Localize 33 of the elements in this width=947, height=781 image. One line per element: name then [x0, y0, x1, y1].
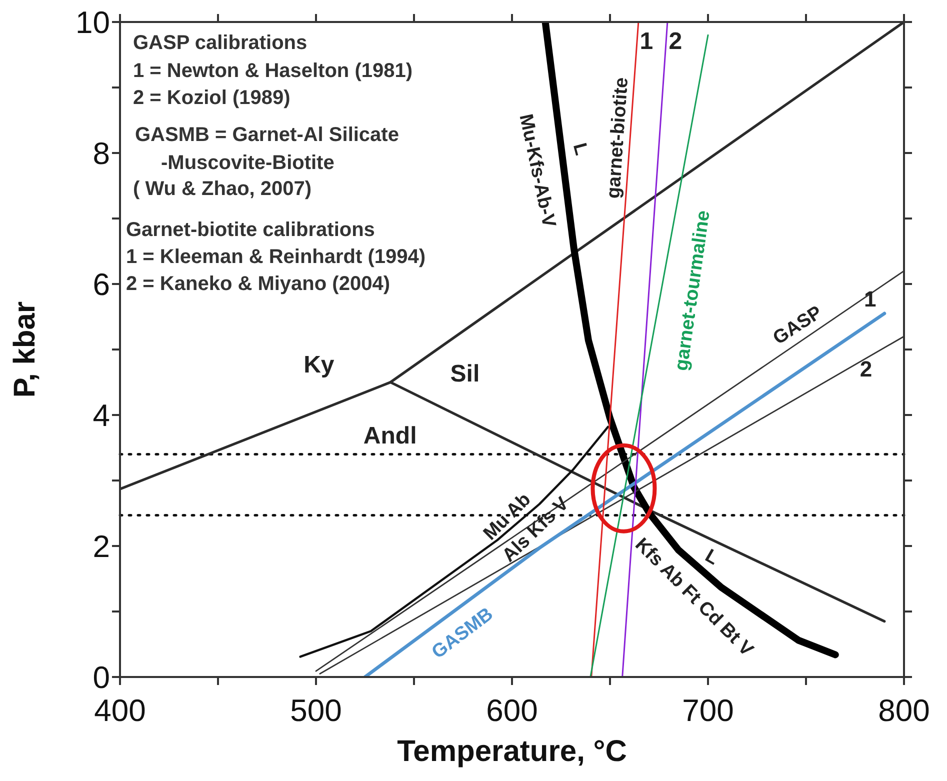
y-tick-label: 10 — [76, 5, 110, 40]
annotation: 1 — [864, 286, 876, 311]
annotation: L — [702, 545, 723, 570]
y-tick-label: 4 — [92, 398, 110, 434]
annotation: -Muscovite-Biotite — [161, 151, 334, 175]
x-tick-label: 700 — [682, 693, 734, 728]
annotation: Garnet-biotite calibrations — [126, 218, 375, 242]
annotation: 1 = Kleeman & Reinhardt (1994) — [126, 245, 426, 269]
annotation: GASP calibrations — [133, 31, 308, 55]
annotation: 2 — [860, 356, 872, 382]
y-axis-title: P, kbar — [8, 301, 42, 398]
y-tick-label: 6 — [92, 267, 110, 302]
annotation: 1 — [640, 27, 654, 54]
annotation: garnet-tourmaline — [670, 209, 714, 372]
annotation: 2 — [668, 27, 682, 54]
annotation: garnet-biotite — [602, 76, 632, 200]
annotation: Andl — [363, 422, 417, 449]
annotation: ( Wu & Zhao, 2007) — [133, 177, 312, 201]
x-tick-label: 800 — [878, 693, 930, 728]
x-axis-title: Temperature, °C — [397, 735, 627, 768]
annotation: 1 = Newton & Haselton (1981) — [133, 59, 413, 83]
y-tick-label: 0 — [92, 660, 110, 696]
annotation: Sil — [450, 360, 480, 388]
y-tick-label: 8 — [92, 136, 110, 172]
y-tick-label: 2 — [92, 529, 110, 564]
annotation: L — [568, 140, 592, 158]
x-tick-label: 500 — [290, 693, 342, 728]
x-tick-label: 600 — [486, 693, 538, 728]
annotation: 2 = Koziol (1989) — [133, 86, 290, 110]
annotation: Ky — [304, 351, 335, 378]
annotation: 2 = Kaneko & Miyano (2004) — [126, 272, 390, 296]
x-tick-label: 400 — [94, 693, 146, 728]
annotation: GASMB = Garnet-Al Silicate — [135, 123, 399, 147]
